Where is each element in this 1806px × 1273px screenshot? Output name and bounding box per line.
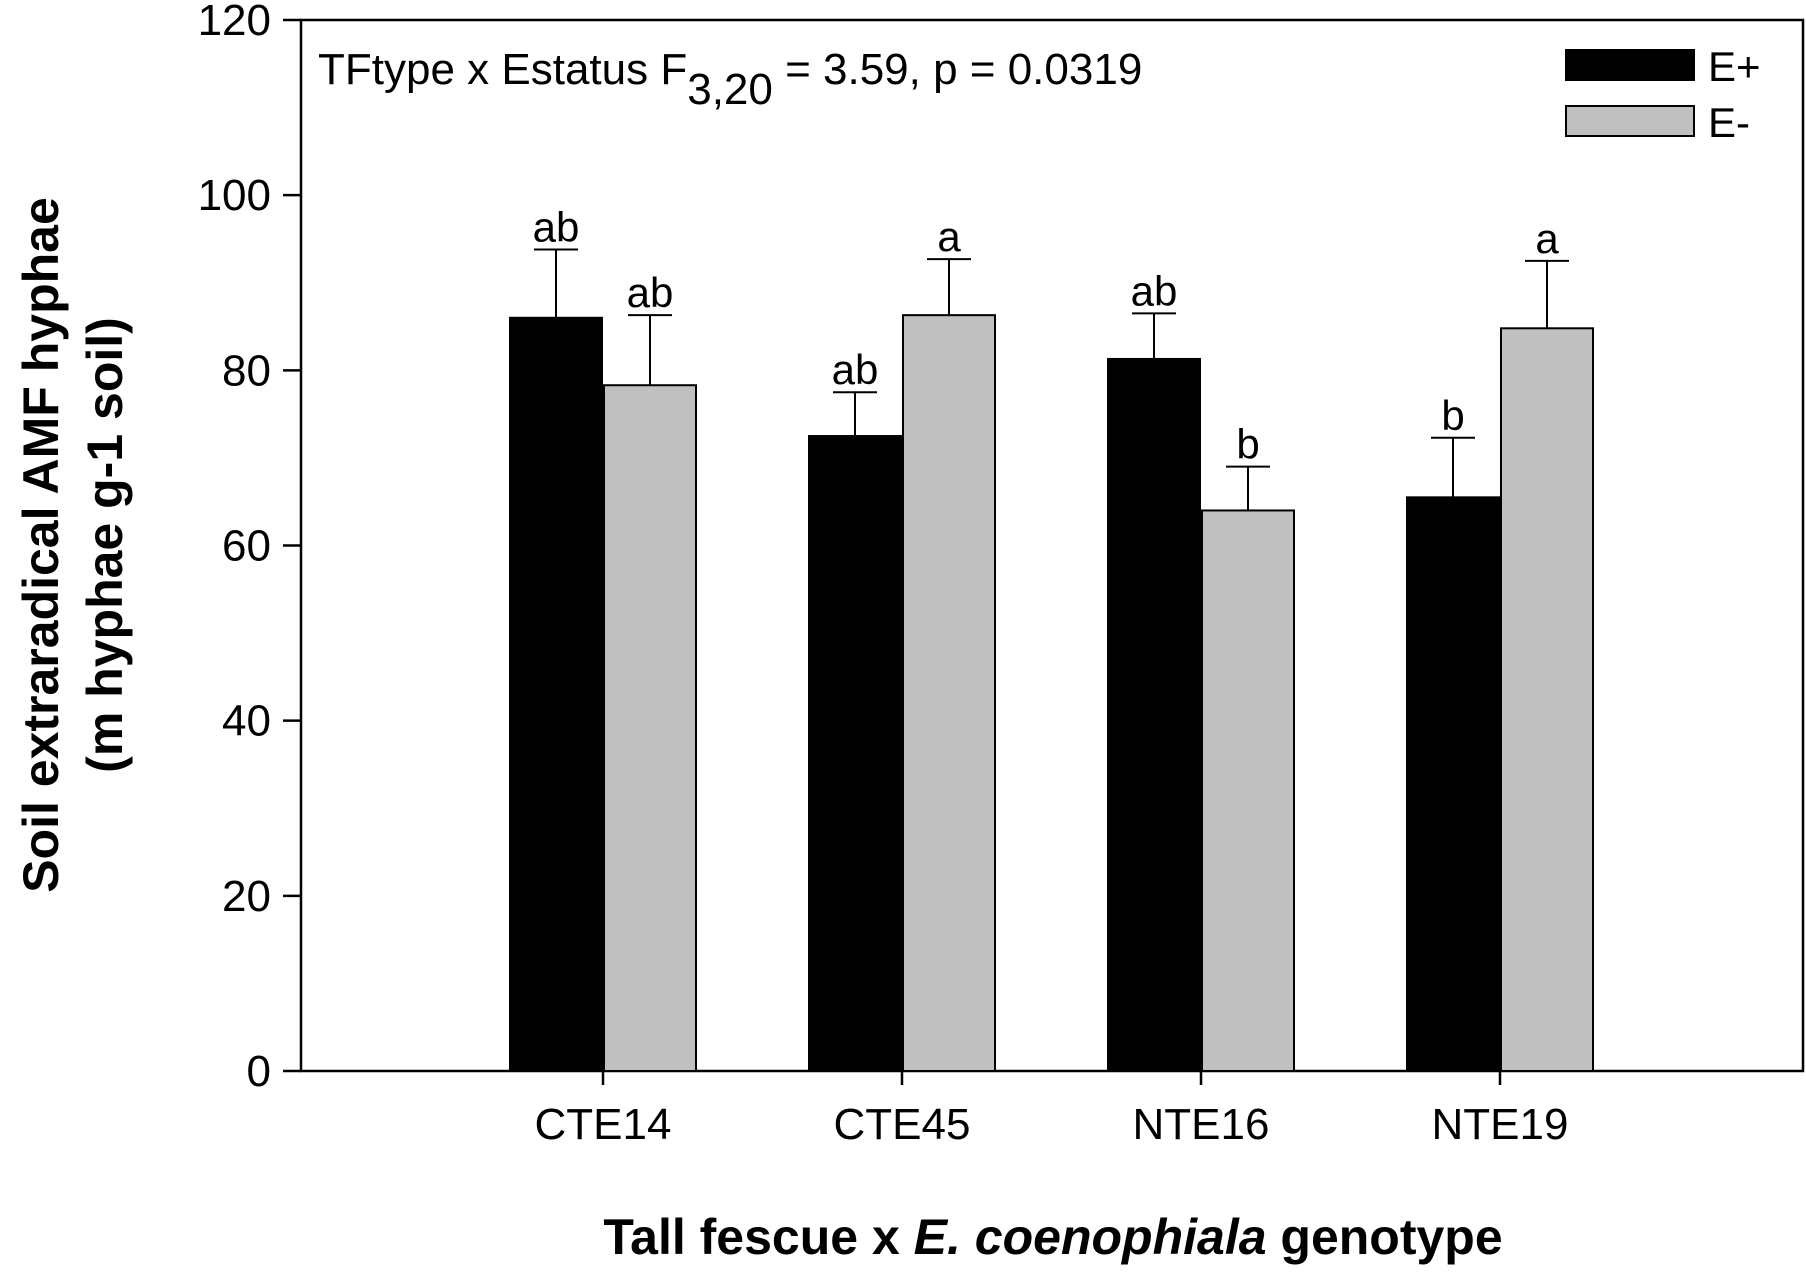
x-tick-label-cte14: CTE14 bbox=[535, 1100, 672, 1149]
y-tick-label-0: 0 bbox=[247, 1047, 271, 1096]
x-axis-title-italic: E. coenophiala bbox=[914, 1209, 1267, 1265]
y-tick-label-40: 40 bbox=[222, 697, 271, 746]
bar-e-minus-nte16 bbox=[1201, 509, 1295, 1072]
y-axis-title-line1: Soil extraradical AMF hyphae bbox=[13, 197, 69, 893]
y-axis-title-line2: (m hyphae g-1 soil) bbox=[77, 317, 133, 773]
stat-annotation-prefix: TFtype x Estatus F bbox=[318, 45, 687, 94]
sig-letter-e-minus-nte16: b bbox=[1236, 421, 1259, 468]
x-tick-label-cte45: CTE45 bbox=[834, 1100, 971, 1149]
stat-annotation: TFtype x Estatus F3,20 = 3.59, p = 0.031… bbox=[318, 45, 1142, 114]
legend-swatch-e-plus bbox=[1565, 49, 1695, 81]
sig-letter-e-plus-cte14: ab bbox=[533, 203, 580, 250]
bar-e-plus-cte14 bbox=[509, 316, 603, 1072]
sig-letter-e-minus-cte45: a bbox=[937, 213, 961, 260]
stat-annotation-subscript: 3,20 bbox=[687, 65, 773, 114]
y-axis-title: Soil extraradical AMF hyphae (m hyphae g… bbox=[13, 197, 133, 893]
stat-annotation-suffix: = 3.59, p = 0.0319 bbox=[773, 45, 1142, 94]
x-tick-label-nte16: NTE16 bbox=[1133, 1100, 1270, 1149]
bar-e-plus-cte45 bbox=[808, 435, 902, 1073]
y-tick-label-20: 20 bbox=[222, 872, 271, 921]
y-tick-label-60: 60 bbox=[222, 522, 271, 571]
sig-letter-e-plus-nte19: b bbox=[1441, 392, 1464, 439]
y-tick-label-80: 80 bbox=[222, 346, 271, 395]
y-tick-label-100: 100 bbox=[198, 171, 271, 220]
x-axis-title-part1: Tall fescue x bbox=[603, 1209, 913, 1265]
y-tick-label-120: 120 bbox=[198, 0, 271, 45]
legend-label-e-minus: E- bbox=[1708, 99, 1750, 146]
x-tick-label-nte19: NTE19 bbox=[1432, 1100, 1569, 1149]
x-axis-title-part2: genotype bbox=[1267, 1209, 1503, 1265]
sig-letter-e-minus-cte14: ab bbox=[627, 269, 674, 316]
sig-letter-e-plus-nte16: ab bbox=[1131, 267, 1178, 314]
bar-e-minus-nte19 bbox=[1500, 327, 1594, 1072]
legend-swatch-e-minus bbox=[1565, 105, 1695, 137]
legend-label-e-plus: E+ bbox=[1708, 43, 1761, 90]
x-axis-title: Tall fescue x E. coenophiala genotype bbox=[603, 1209, 1502, 1265]
bar-e-minus-cte45 bbox=[902, 314, 996, 1072]
sig-letter-e-minus-nte19: a bbox=[1535, 215, 1559, 262]
sig-letter-e-plus-cte45: ab bbox=[832, 346, 879, 393]
bar-e-minus-cte14 bbox=[603, 384, 697, 1073]
legend: E+ E- bbox=[1565, 43, 1761, 146]
bar-e-plus-nte19 bbox=[1406, 496, 1500, 1072]
bar-e-plus-nte16 bbox=[1107, 357, 1201, 1072]
